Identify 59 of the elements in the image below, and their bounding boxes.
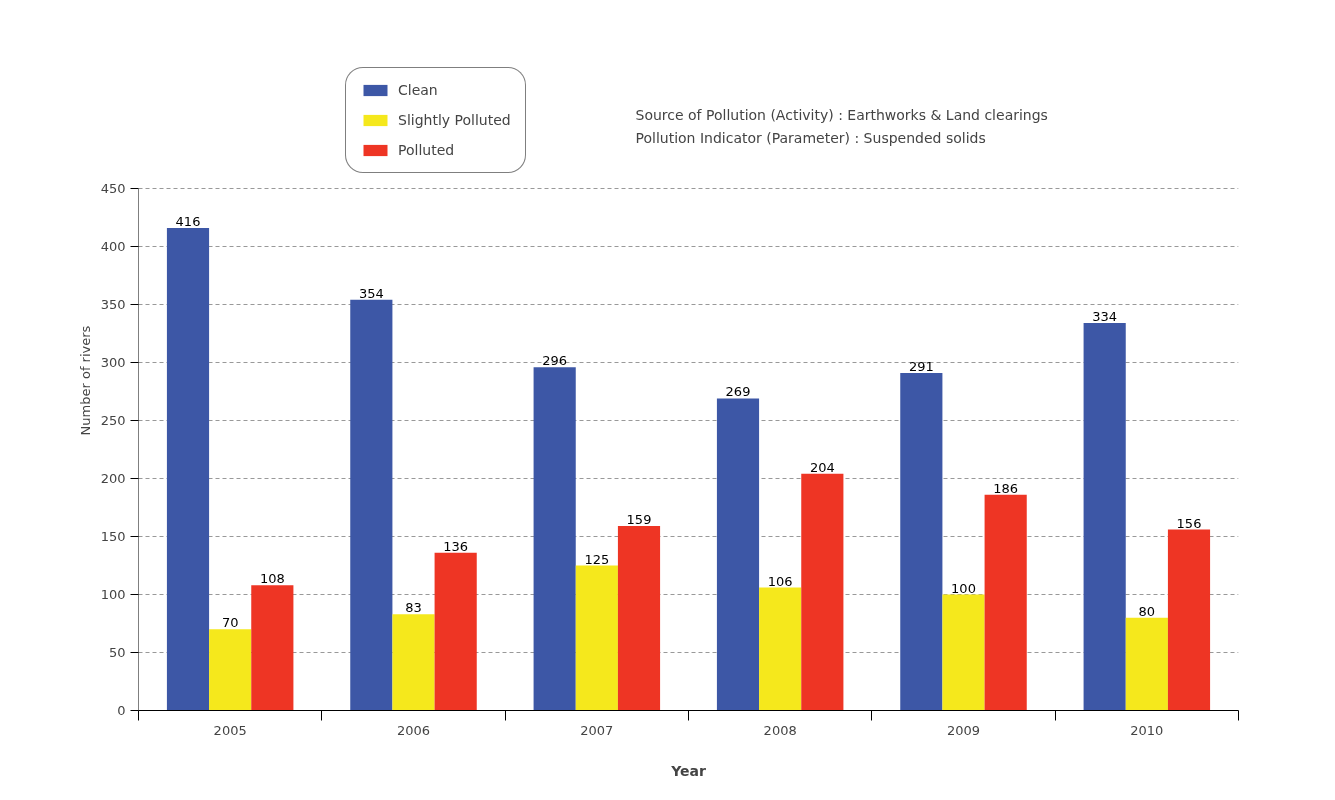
bar <box>900 372 943 711</box>
data-label: 83 <box>405 600 422 616</box>
y-tick-label: 50 <box>108 645 126 660</box>
bar <box>759 587 802 711</box>
x-tick-label: 2009 <box>946 722 981 738</box>
bar <box>1083 323 1126 711</box>
y-tick-label: 200 <box>100 471 126 486</box>
y-tick-label: 100 <box>100 587 126 602</box>
y-axis-title: Number of rivers <box>77 325 93 436</box>
bar <box>942 594 985 711</box>
bar <box>716 398 760 711</box>
bar <box>575 565 618 711</box>
data-label: 80 <box>1138 603 1156 619</box>
legend-label: Slightly Polluted <box>398 112 511 128</box>
legend-label: Polluted <box>398 142 455 158</box>
y-tick-label: 150 <box>100 529 126 544</box>
data-label: 156 <box>1176 515 1202 531</box>
data-label: 416 <box>175 213 201 229</box>
bar <box>617 526 661 711</box>
bar <box>434 552 477 711</box>
y-tick-label: 400 <box>100 239 126 254</box>
y-tick-label: 450 <box>100 181 126 196</box>
bar <box>392 614 435 711</box>
source-note: Source of Pollution (Activity) : Earthworks & Land clearings <box>635 106 1048 123</box>
bar <box>350 299 393 711</box>
data-label: 70 <box>221 615 239 631</box>
bar <box>801 473 844 711</box>
x-tick-label: 2008 <box>763 722 797 738</box>
y-tick-label: 250 <box>100 413 126 428</box>
bar <box>1125 617 1168 711</box>
data-label: 186 <box>993 480 1019 496</box>
data-label: 334 <box>1092 309 1118 325</box>
bar <box>166 227 210 711</box>
x-tick-label: 2010 <box>1130 722 1164 738</box>
x-tick-label: 2005 <box>213 722 247 738</box>
bar <box>209 629 252 711</box>
data-label: 296 <box>542 353 568 369</box>
bar <box>533 367 576 711</box>
data-label: 136 <box>443 538 469 554</box>
data-label: 354 <box>358 285 384 301</box>
x-tick-label: 2007 <box>580 722 614 738</box>
y-tick-label: 350 <box>100 297 126 312</box>
data-label: 204 <box>809 459 835 475</box>
data-label: 108 <box>259 571 285 587</box>
data-label: 100 <box>951 580 976 596</box>
y-tick-label: 300 <box>100 355 126 370</box>
y-tick-label: 0 <box>117 703 126 718</box>
x-tick-label: 2006 <box>396 722 431 738</box>
data-label: 291 <box>908 358 934 374</box>
data-label: 125 <box>584 551 610 567</box>
bar <box>251 585 294 711</box>
text: Pollution Indicator (Parameter) : Suspended solids <box>635 129 986 146</box>
legend-label: Clean <box>398 82 438 98</box>
x-axis-title: Year <box>670 762 706 779</box>
data-label: 106 <box>767 573 793 589</box>
data-label: 269 <box>725 384 751 400</box>
bar <box>1167 529 1211 711</box>
data-label: 159 <box>626 512 652 528</box>
bar <box>984 494 1027 711</box>
